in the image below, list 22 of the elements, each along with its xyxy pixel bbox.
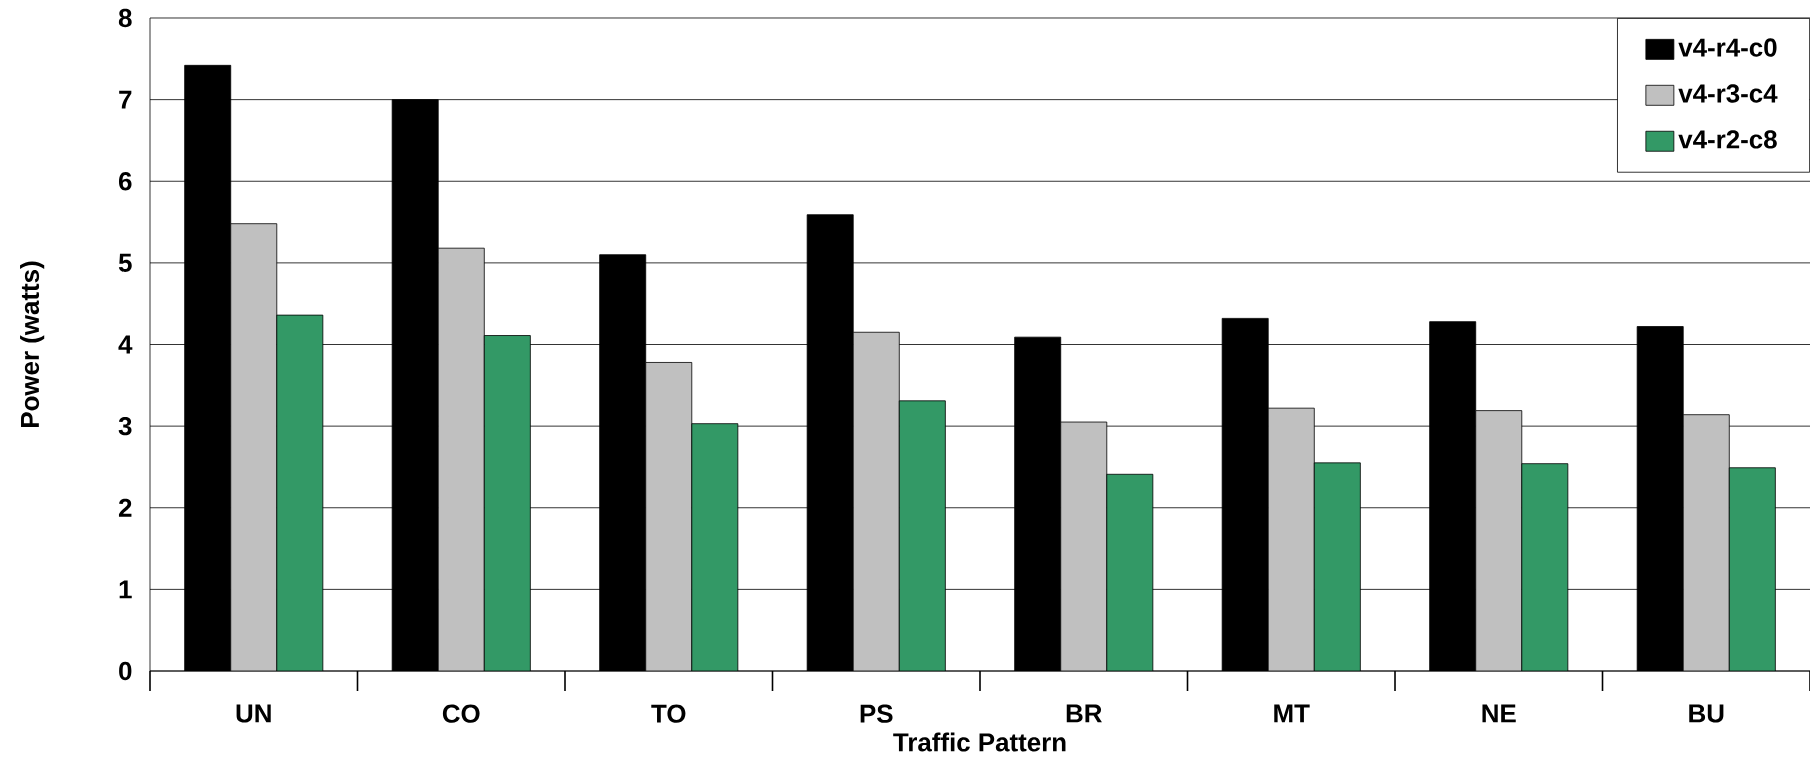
x-tick-label: CO	[442, 704, 480, 723]
y-tick-label: 1	[119, 580, 132, 599]
x-tick-label: MT	[1274, 704, 1310, 723]
x-tick-label: TO	[651, 704, 686, 723]
x-tick-label: BR	[1066, 704, 1102, 723]
y-tick-label: 0	[119, 661, 132, 681]
y-tick-label: 6	[118, 172, 132, 191]
y-axis-title: Power (watts)	[20, 261, 45, 427]
y-tick-label: 3	[118, 416, 132, 436]
x-tick-label: PS	[860, 704, 893, 723]
y-tick-label: 4	[118, 335, 133, 354]
legend-label: v4-r2-c8	[1678, 130, 1777, 149]
y-tick-label: 8	[118, 8, 132, 28]
legend-label: v4-r3-c4	[1678, 84, 1778, 103]
y-tick-label: 7	[119, 90, 132, 109]
y-tick-label: 5	[118, 253, 132, 272]
x-tick-label: UN	[236, 704, 271, 723]
legend-label: v4-r4-c0	[1678, 38, 1777, 57]
x-tick-label: NE	[1482, 704, 1516, 723]
x-tick-label: BU	[1689, 704, 1724, 723]
y-tick-label: 2	[118, 498, 132, 517]
x-axis-title: Traffic Pattern	[893, 732, 1066, 752]
